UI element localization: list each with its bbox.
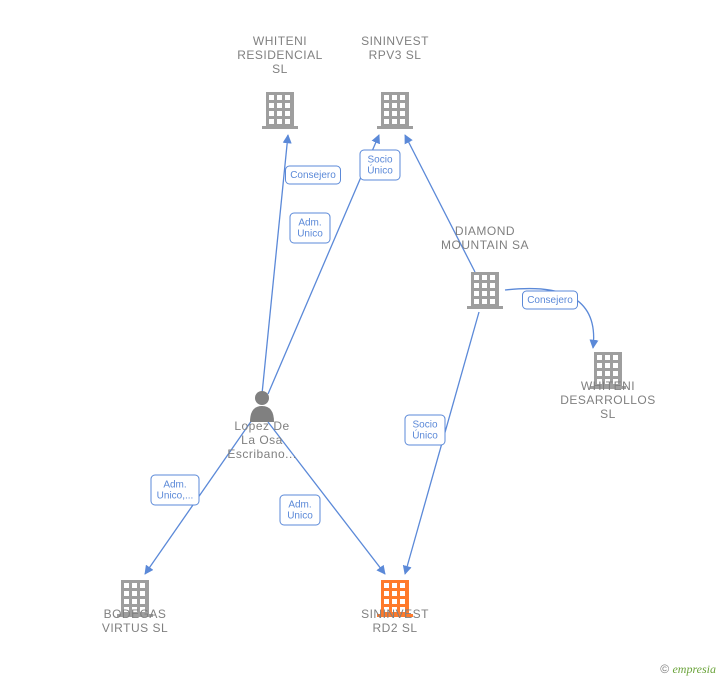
node-label: SL — [272, 62, 288, 76]
node-label: RPV3 SL — [369, 48, 422, 62]
svg-text:Socio: Socio — [367, 155, 392, 166]
node-label: Escribano... — [227, 447, 296, 461]
edge-label: SocioÚnico — [405, 415, 445, 445]
svg-text:Adm.: Adm. — [288, 500, 311, 511]
node-sininvest_rpv3[interactable]: SININVESTRPV3 SL — [361, 34, 429, 129]
svg-text:Socio: Socio — [412, 420, 437, 431]
building-icon — [262, 92, 298, 129]
node-sininvest_rd2[interactable]: SININVESTRD2 SL — [361, 580, 429, 635]
node-label: Lopez De — [234, 419, 289, 433]
node-diamond[interactable]: DIAMONDMOUNTAIN SA — [441, 224, 529, 309]
edge-label: Adm.Unico — [280, 495, 320, 525]
svg-text:Adm.: Adm. — [298, 218, 321, 229]
svg-text:Unico,...: Unico,... — [157, 491, 194, 502]
node-label: RD2 SL — [372, 621, 417, 635]
node-label: SININVEST — [361, 607, 429, 621]
svg-text:Consejero: Consejero — [527, 295, 573, 306]
node-label: DESARROLLOS — [560, 393, 656, 407]
node-whiteni_des[interactable]: WHITENIDESARROLLOSSL — [560, 352, 656, 421]
svg-text:Adm.: Adm. — [163, 480, 186, 491]
svg-text:Consejero: Consejero — [290, 170, 336, 181]
edge-label: Adm.Unico — [290, 213, 330, 243]
svg-text:Unico: Unico — [297, 229, 323, 240]
svg-text:Único: Único — [367, 164, 393, 177]
node-label: La Osa — [241, 433, 283, 447]
building-icon — [467, 272, 503, 309]
copyright-symbol: © — [660, 662, 669, 676]
node-label: MOUNTAIN SA — [441, 238, 529, 252]
edge-label: Adm.Unico,... — [151, 475, 199, 505]
brand-logo: empresia — [672, 662, 716, 676]
node-label: RESIDENCIAL — [237, 48, 323, 62]
node-label: SL — [600, 407, 616, 421]
node-label: SININVEST — [361, 34, 429, 48]
svg-text:Unico: Unico — [287, 511, 313, 522]
node-label: DIAMOND — [455, 224, 515, 238]
node-bodegas[interactable]: BODEGASVIRTUS SL — [102, 580, 168, 635]
edge-label: SocioÚnico — [360, 150, 400, 180]
edge-label: Consejero — [523, 291, 578, 309]
person-icon — [250, 391, 274, 422]
node-label: VIRTUS SL — [102, 621, 168, 635]
node-label: WHITENI — [253, 34, 307, 48]
node-whiteni_res[interactable]: WHITENIRESIDENCIALSL — [237, 34, 323, 129]
edge-label: Consejero — [286, 166, 341, 184]
footer: © empresia — [660, 662, 716, 677]
node-lopez[interactable]: Lopez DeLa OsaEscribano... — [227, 391, 296, 461]
building-icon — [377, 92, 413, 129]
network-diagram: ConsejeroAdm.UnicoSocioÚnicoConsejeroSoc… — [0, 0, 728, 685]
svg-text:Único: Único — [412, 429, 438, 442]
node-label: BODEGAS — [104, 607, 167, 621]
node-label: WHITENI — [581, 379, 635, 393]
